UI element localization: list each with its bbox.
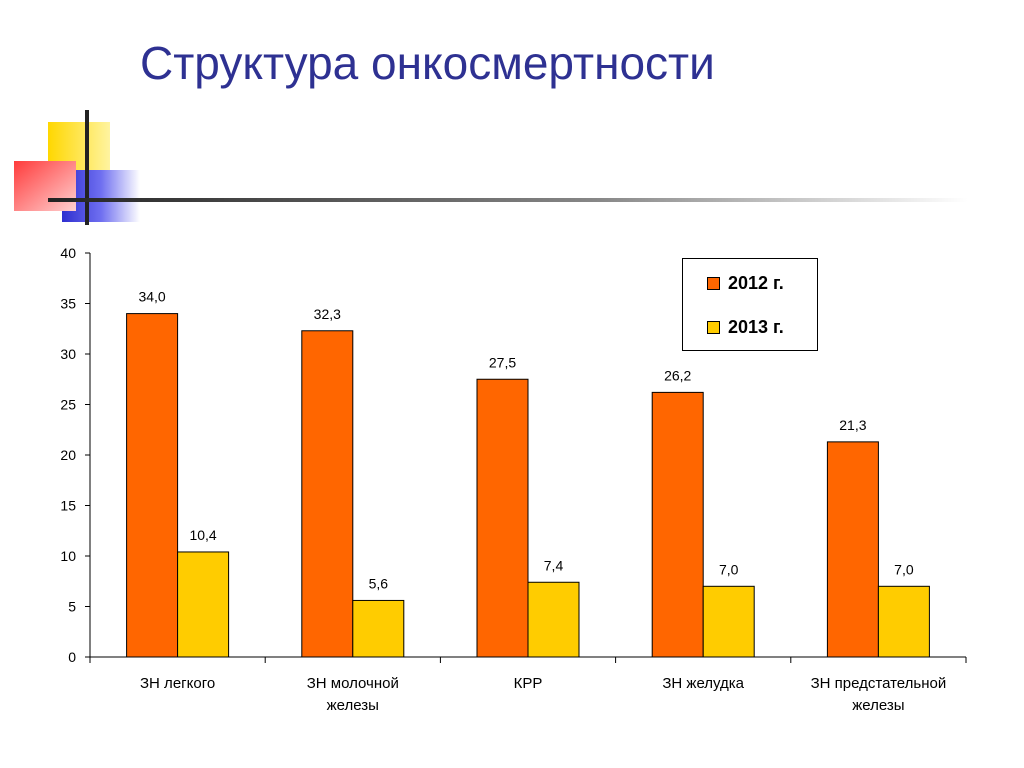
chart-legend: 2012 г. 2013 г. bbox=[682, 258, 818, 351]
data-label: 10,4 bbox=[189, 527, 216, 543]
bar-2012 bbox=[301, 330, 354, 658]
page-title: Структура онкосмертности bbox=[140, 37, 715, 89]
data-label: 27,5 bbox=[489, 354, 516, 370]
x-category-label: железы bbox=[327, 697, 379, 714]
x-category-label: ЗН легкого bbox=[140, 675, 215, 692]
deco-vertical-line bbox=[85, 110, 89, 225]
y-tick-label: 0 bbox=[68, 649, 76, 665]
y-tick-label: 30 bbox=[60, 346, 76, 362]
data-label: 26,2 bbox=[664, 367, 691, 383]
x-category-label: ЗН желудка bbox=[662, 675, 744, 692]
y-tick-label: 20 bbox=[60, 447, 76, 463]
x-category-label: ЗН молочной bbox=[307, 675, 399, 692]
y-tick-label: 25 bbox=[60, 397, 76, 413]
data-label: 7,0 bbox=[894, 561, 914, 577]
legend-swatch-2013 bbox=[707, 321, 720, 334]
legend-label-2013: 2013 г. bbox=[728, 317, 784, 337]
data-label: 32,3 bbox=[314, 306, 341, 322]
legend-item-2012: 2012 г. bbox=[707, 273, 784, 294]
deco-horizontal-line bbox=[48, 198, 968, 202]
x-category-label: ЗН предстательной bbox=[811, 675, 947, 692]
data-label: 34,0 bbox=[138, 289, 165, 305]
legend-swatch-2012 bbox=[707, 277, 720, 290]
bar-2013 bbox=[177, 551, 230, 658]
data-label: 5,6 bbox=[369, 575, 389, 591]
bar-2012 bbox=[476, 378, 529, 658]
bar-2013 bbox=[702, 585, 755, 658]
y-tick-label: 35 bbox=[60, 296, 76, 312]
deco-red-square bbox=[14, 161, 76, 211]
data-label: 21,3 bbox=[839, 417, 866, 433]
bar-2012 bbox=[651, 391, 704, 658]
y-tick-label: 40 bbox=[60, 245, 76, 261]
y-tick-label: 15 bbox=[60, 498, 76, 514]
legend-item-2013: 2013 г. bbox=[707, 317, 784, 338]
y-tick-label: 5 bbox=[68, 599, 76, 615]
bar-2013 bbox=[527, 581, 580, 658]
x-category-label: железы bbox=[852, 697, 904, 714]
data-label: 7,0 bbox=[719, 561, 739, 577]
bar-2012 bbox=[826, 441, 879, 658]
y-tick-label: 10 bbox=[60, 548, 76, 564]
decorative-header bbox=[14, 110, 968, 225]
x-category-label: КРР bbox=[514, 675, 543, 692]
legend-label-2012: 2012 г. bbox=[728, 273, 784, 293]
bar-2012 bbox=[126, 313, 179, 658]
data-label: 7,4 bbox=[544, 557, 564, 573]
bar-2013 bbox=[877, 585, 930, 658]
bar-2013 bbox=[352, 599, 405, 658]
